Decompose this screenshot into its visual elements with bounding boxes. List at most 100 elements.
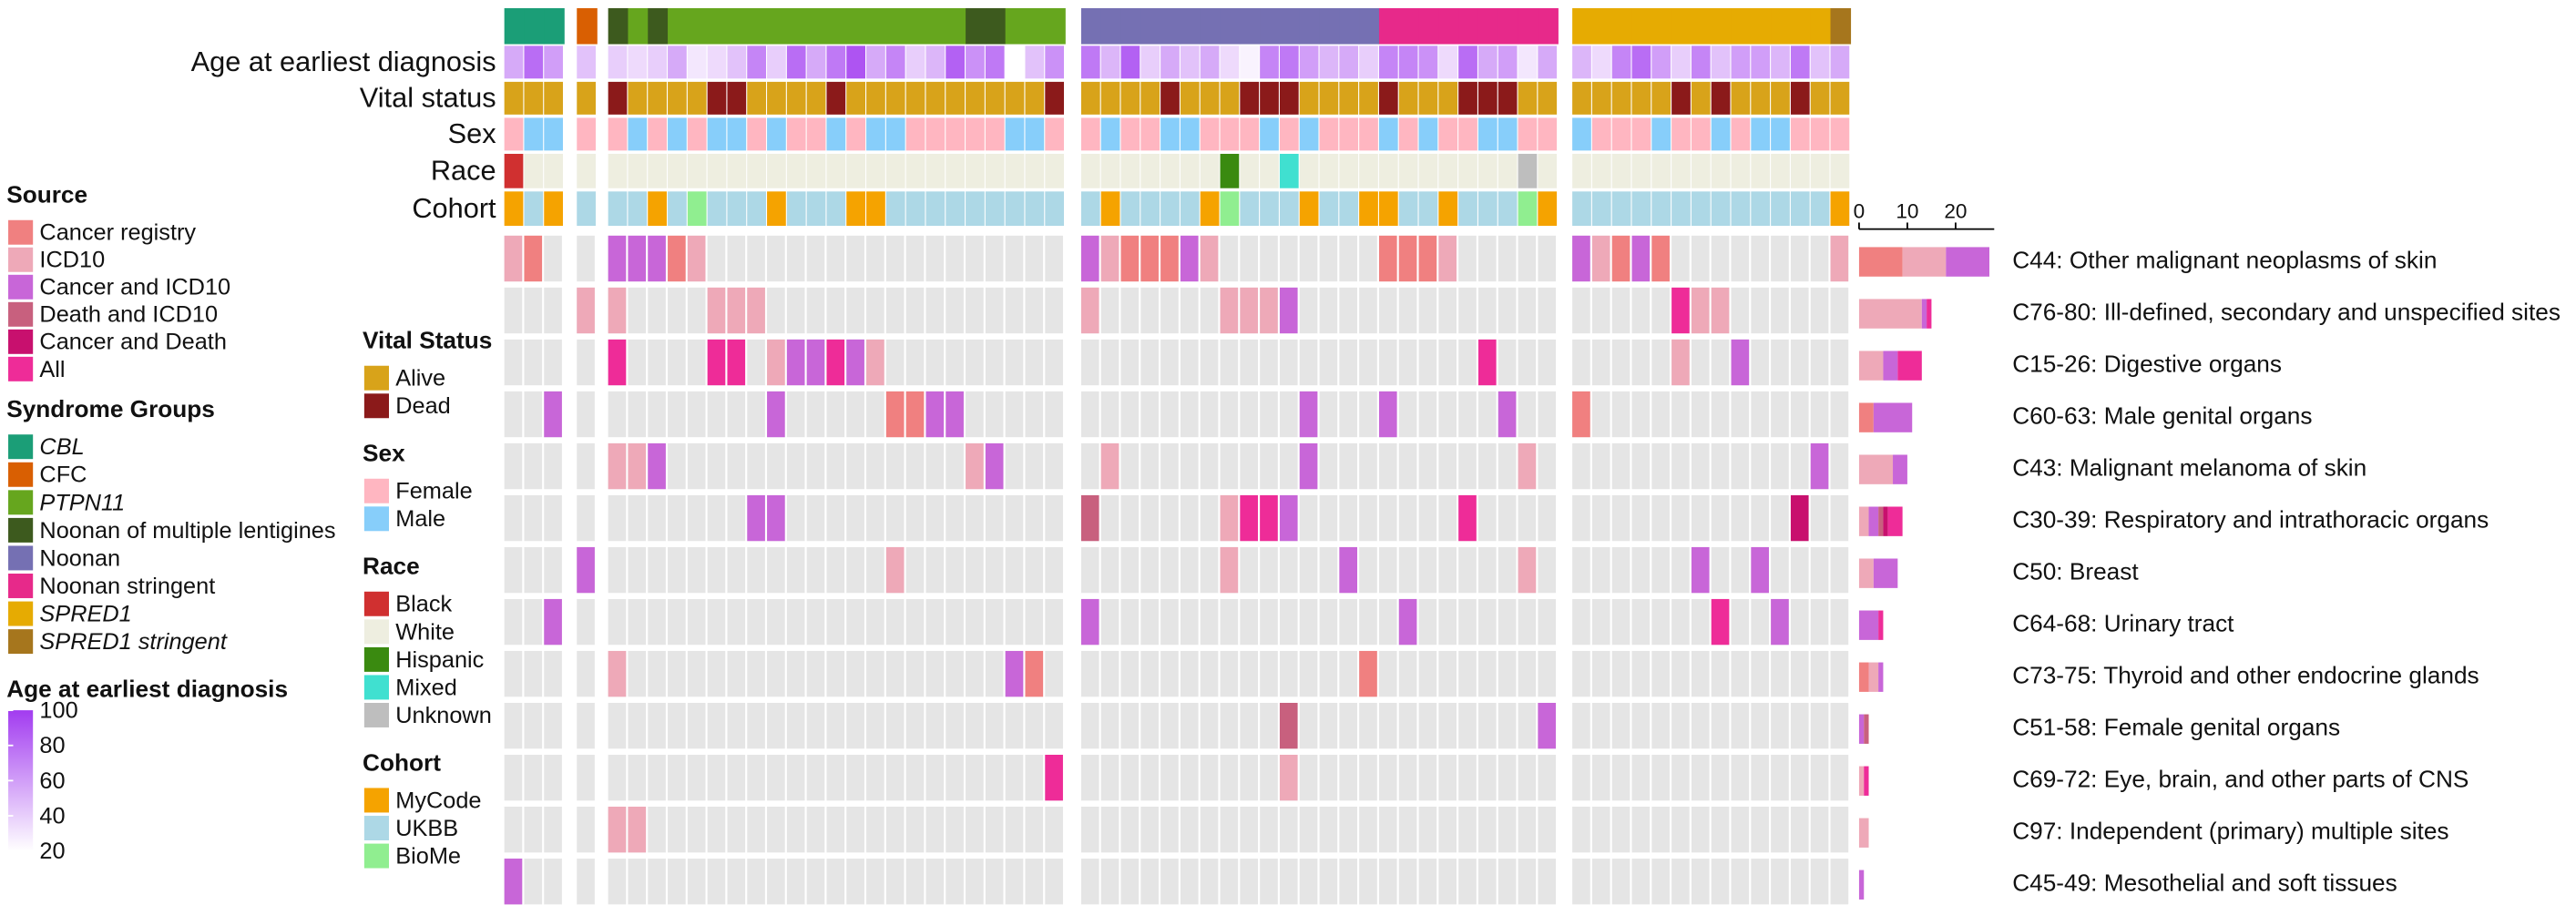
- track-cell: [1180, 46, 1200, 79]
- event-cell: [608, 807, 627, 853]
- background-cell: [966, 598, 984, 646]
- track-cell: [687, 81, 707, 115]
- background-cell: [826, 754, 845, 801]
- track-cell: [1180, 117, 1200, 151]
- track-cell: [1651, 46, 1671, 79]
- legend-swatch: [8, 574, 34, 598]
- background-cell: [905, 859, 925, 905]
- background-cell: [1477, 859, 1497, 905]
- track-cell: [707, 191, 727, 227]
- track-cell: [885, 46, 905, 79]
- background-cell: [1518, 598, 1537, 646]
- event-cell: [1080, 494, 1099, 542]
- background-cell: [668, 339, 686, 386]
- syndrome-cell: [786, 7, 808, 45]
- background-cell: [1518, 494, 1537, 542]
- track-cell: [1279, 117, 1299, 151]
- background-cell: [1299, 546, 1318, 594]
- background-cell: [1299, 859, 1318, 905]
- track-cell: [966, 81, 985, 115]
- background-cell: [1319, 287, 1338, 334]
- background-cell: [1830, 391, 1849, 438]
- background-cell: [985, 754, 1004, 801]
- legend-swatch: [363, 506, 390, 532]
- track-cell: [1200, 117, 1220, 151]
- background-cell: [1339, 339, 1357, 386]
- background-cell: [524, 391, 543, 438]
- bar-segment: [1858, 818, 1869, 848]
- track-cell: [946, 46, 966, 79]
- background-cell: [966, 702, 984, 749]
- event-cell: [1631, 235, 1651, 282]
- bar-segment: [1858, 402, 1874, 432]
- background-cell: [1538, 442, 1557, 490]
- background-cell: [1691, 235, 1710, 282]
- background-cell: [1299, 235, 1318, 282]
- track-cell: [1591, 81, 1611, 115]
- row-label: C97: Independent (primary) multiple site…: [2012, 818, 2448, 845]
- track-cell: [1751, 81, 1771, 115]
- track-cell: [687, 46, 707, 79]
- track-cell: [985, 81, 1005, 115]
- track-cell: [946, 191, 966, 227]
- background-cell: [1418, 859, 1437, 905]
- event-cell: [1260, 287, 1278, 334]
- background-cell: [1180, 807, 1199, 853]
- track-cell: [1319, 191, 1339, 227]
- background-cell: [786, 598, 805, 646]
- legend-label: Female: [395, 479, 472, 504]
- track-cell: [1731, 117, 1751, 151]
- track-cell: [905, 117, 925, 151]
- syndrome-cell: [1711, 7, 1733, 45]
- background-cell: [1477, 287, 1497, 334]
- background-cell: [966, 494, 984, 542]
- background-cell: [1180, 339, 1199, 386]
- background-cell: [905, 235, 925, 282]
- background-cell: [885, 650, 905, 697]
- background-cell: [1651, 442, 1670, 490]
- track-cell: [826, 46, 846, 79]
- background-cell: [846, 442, 864, 490]
- background-cell: [1339, 807, 1357, 853]
- bar-segment: [1921, 299, 1927, 329]
- row-label: C44: Other malignant neoplasms of skin: [2012, 247, 2437, 274]
- background-cell: [707, 754, 726, 801]
- syndrome-cell: [1339, 7, 1360, 45]
- background-cell: [1671, 807, 1690, 853]
- background-cell: [1279, 546, 1298, 594]
- event-cell: [544, 391, 562, 438]
- background-cell: [1458, 807, 1477, 853]
- track-cell: [1240, 46, 1260, 79]
- background-cell: [946, 807, 964, 853]
- bar-segment: [1873, 402, 1913, 432]
- background-cell: [727, 650, 746, 697]
- track-cell: [1711, 46, 1731, 79]
- background-cell: [747, 235, 765, 282]
- event-cell: [885, 546, 905, 594]
- background-cell: [1711, 546, 1730, 594]
- track-cell: [1572, 81, 1591, 115]
- background-cell: [648, 650, 666, 697]
- track-cell: [1140, 191, 1160, 227]
- background-cell: [1691, 754, 1710, 801]
- background-cell: [1260, 859, 1278, 905]
- background-cell: [687, 807, 706, 853]
- track-cell: [1611, 46, 1631, 79]
- background-cell: [1160, 702, 1179, 749]
- background-cell: [1711, 494, 1730, 542]
- event-cell: [1691, 287, 1710, 334]
- track-cell: [608, 117, 628, 151]
- track-cell: [504, 191, 524, 227]
- background-cell: [1518, 650, 1537, 697]
- track-cell: [1691, 117, 1711, 151]
- background-cell: [1691, 650, 1710, 697]
- background-cell: [1260, 442, 1278, 490]
- background-cell: [1120, 859, 1140, 905]
- track-cell: [668, 191, 687, 227]
- syndrome-cell: [648, 7, 669, 45]
- background-cell: [1339, 754, 1357, 801]
- background-cell: [1120, 702, 1140, 749]
- background-cell: [1100, 807, 1119, 853]
- background-cell: [905, 702, 925, 749]
- background-cell: [846, 235, 864, 282]
